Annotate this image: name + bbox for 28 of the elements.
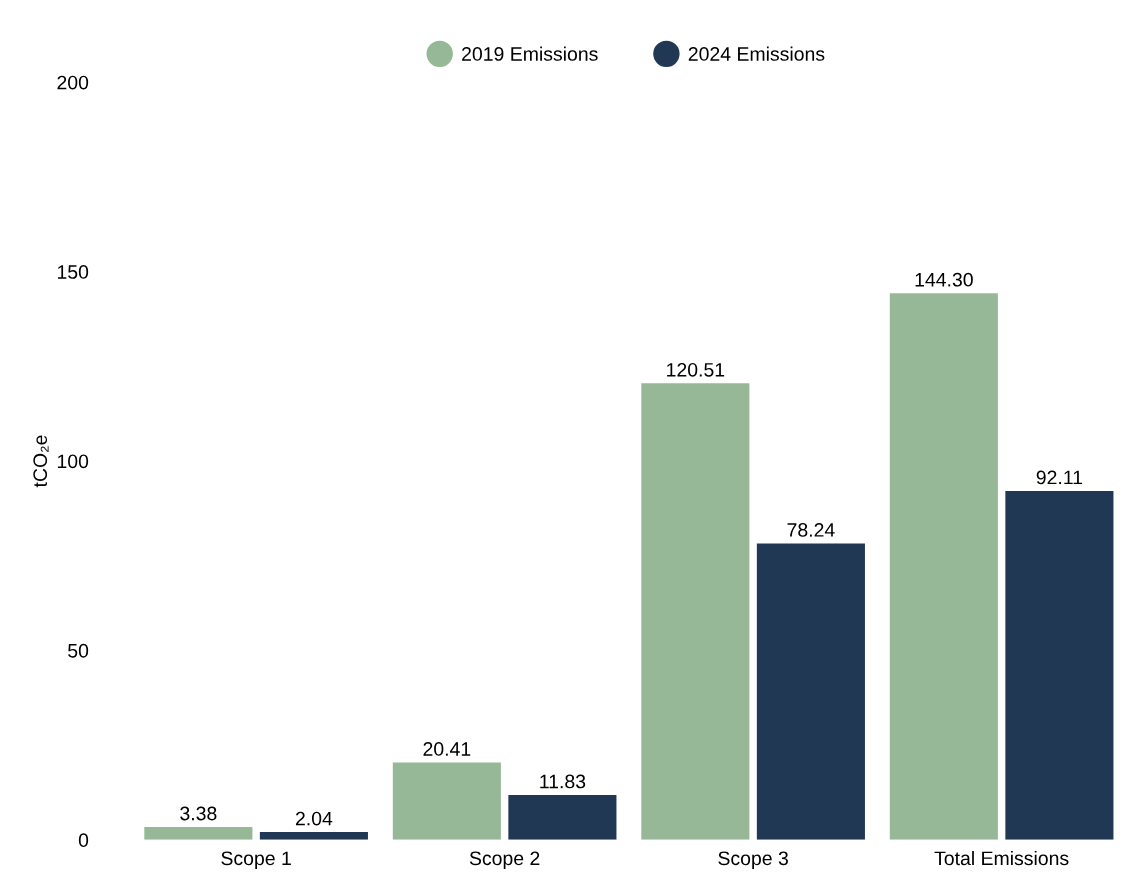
- data-label: 11.83: [540, 774, 586, 789]
- bar: [641, 383, 750, 840]
- y-tick-label: 50: [68, 643, 89, 658]
- data-label: 92.11: [1036, 470, 1083, 485]
- y-tick-label: 150: [57, 265, 89, 279]
- data-label: 20.41: [423, 742, 471, 756]
- bar: [1005, 490, 1114, 840]
- legend-label: 2019 Emissions: [462, 46, 598, 61]
- y-tick-label: 200: [57, 75, 89, 90]
- legend-label: 2024 Emissions: [688, 46, 825, 61]
- y-tick-label: 100: [57, 454, 89, 469]
- bar: [392, 762, 501, 840]
- data-label: 3.38: [180, 806, 217, 821]
- x-tick-label: Total Emissions: [934, 850, 1069, 866]
- bar: [508, 794, 617, 840]
- data-label: 78.24: [787, 523, 835, 537]
- data-label: 2.04: [295, 811, 333, 826]
- data-label: 144.30: [915, 272, 973, 287]
- bar: [144, 827, 253, 840]
- x-tick-label: Scope 3: [718, 851, 788, 870]
- y-axis-title: tCO₂e: [33, 435, 49, 488]
- bar: [259, 832, 368, 840]
- x-tick-label: Scope 1: [221, 851, 291, 870]
- x-tick-label: Scope 2: [469, 851, 540, 870]
- y-tick-label: 0: [78, 833, 89, 848]
- bar: [756, 543, 865, 840]
- data-label: 120.51: [667, 362, 725, 377]
- bar: [889, 293, 998, 840]
